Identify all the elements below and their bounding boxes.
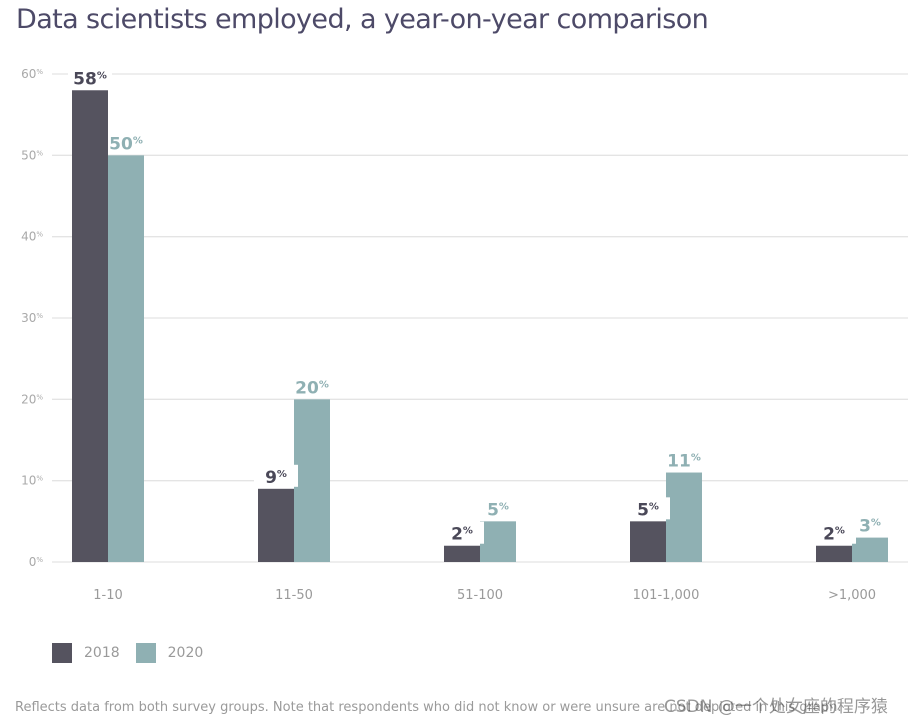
legend-label: 2020 — [167, 645, 204, 661]
bar-2018 — [72, 90, 108, 563]
legend-item-2018[interactable]: 2018 — [52, 643, 120, 663]
legend-swatch-2020 — [135, 643, 156, 663]
bar-2020 — [480, 521, 516, 562]
x-tick-label: 101-1,000 — [633, 588, 700, 603]
data-label-bg — [626, 497, 670, 520]
bars — [72, 90, 888, 563]
legend: 2018 2020 — [52, 643, 219, 663]
gridlines — [52, 73, 908, 563]
bar-chart: 0%10%20%30%40%50%60% 58%50%9%20%2%5% 5%11… — [21, 66, 908, 603]
bar-2018 — [444, 545, 480, 562]
y-tick-label: 50% — [21, 148, 43, 162]
bar-2020 — [852, 537, 888, 562]
x-tick-label: 1-10 — [93, 588, 123, 603]
watermark: CSDN @一个处女座的程序猿 — [664, 697, 888, 717]
x-tick-label: 11-50 — [275, 588, 313, 603]
y-tick-label: 60% — [21, 67, 43, 81]
legend-swatch-2018 — [52, 643, 72, 663]
data-label-2020: 5% — [487, 500, 509, 520]
bar-2020 — [666, 472, 702, 562]
y-tick-label: 40% — [21, 230, 43, 244]
data-label-bg — [68, 66, 112, 89]
chart-title: Data scientists employed, a year-on-year… — [16, 4, 709, 35]
x-tick-label: >1,000 — [828, 588, 876, 603]
data-label-bg — [440, 521, 484, 544]
data-label-2020: 50% — [109, 134, 143, 154]
y-tick-label: 10% — [21, 474, 43, 488]
footnote: Reflects data from both survey groups. N… — [15, 700, 842, 715]
bar-2018 — [630, 521, 666, 562]
y-tick-label: 20% — [21, 392, 43, 406]
bar-2018 — [258, 488, 294, 562]
data-label-bg — [254, 464, 298, 487]
data-label-bg — [812, 521, 856, 544]
x-axis: 1-10 11-50 51-100 101-1,000 >1,000 — [93, 588, 876, 603]
bar-2020 — [108, 155, 144, 563]
bar-2018 — [816, 545, 852, 562]
y-axis: 0% 10% 20% 30% 40% 50% 60% — [21, 67, 43, 569]
legend-label: 2018 — [84, 645, 120, 661]
legend-item-2020[interactable]: 2020 — [135, 643, 204, 663]
data-labels: 58%50%9%20%2%5% 5%11%2% 3% — [68, 66, 881, 545]
data-label-2020: 3% — [859, 517, 881, 537]
bar-2020 — [294, 399, 330, 562]
y-tick-label: 30% — [21, 311, 43, 325]
data-label-2020: 20% — [295, 378, 329, 398]
x-tick-label: 51-100 — [457, 588, 503, 603]
data-label-2020: 11% — [667, 452, 701, 472]
y-tick-label: 0% — [29, 555, 44, 569]
